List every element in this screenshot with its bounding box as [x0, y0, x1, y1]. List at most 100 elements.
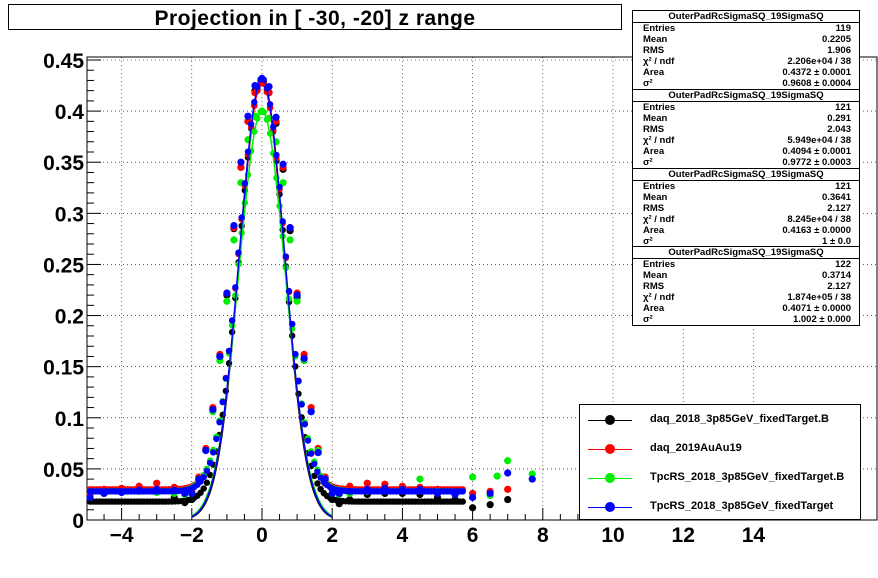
data-point	[202, 446, 210, 455]
chart-title: Projection in [ -30, -20] z range	[8, 4, 622, 30]
stats-row-sigma2: σ² 1 ± 0.0	[633, 236, 859, 247]
stats-value: 2.043	[827, 124, 851, 135]
stats-key: Mean	[643, 270, 668, 281]
stats-value: 0.4163 ± 0.0000	[782, 225, 851, 236]
stats-row-chi2: χ² / ndf 8.245e+04 / 38	[633, 214, 859, 225]
data-point	[285, 287, 293, 295]
stats-row-rms: RMS 2.127	[633, 203, 859, 214]
stats-value: 119	[835, 23, 851, 34]
legend-marker	[605, 444, 615, 454]
data-point	[213, 435, 220, 443]
stats-key: Area	[643, 67, 665, 78]
data-point	[216, 419, 223, 426]
y-tick-label: 0.3	[55, 203, 84, 226]
stats-value: 1.002 ± 0.000	[792, 314, 851, 325]
series-blue	[86, 74, 536, 518]
stats-row-mean: Mean 0.291	[633, 113, 859, 124]
data-point	[504, 495, 512, 504]
data-point	[286, 224, 294, 232]
data-point	[247, 120, 255, 128]
data-point	[200, 485, 207, 492]
legend-label: daq_2019AuAu19	[650, 442, 742, 454]
stats-key: Area	[643, 303, 665, 314]
stats-key: χ² / ndf	[643, 56, 675, 67]
stats-value: 1.874e+05 / 38	[787, 292, 851, 303]
data-point	[86, 493, 94, 502]
x-tick-label: 14	[742, 524, 766, 547]
stats-key: Mean	[643, 192, 668, 203]
data-point	[314, 448, 322, 457]
stats-key: χ² / ndf	[643, 135, 675, 146]
stats-value: 2.127	[827, 281, 851, 292]
stats-value: 0.3714	[821, 270, 851, 281]
stats-title: OuterPadRcSigmaSQ_19SigmaSQ	[633, 90, 859, 102]
data-point	[223, 289, 231, 297]
stats-value: 0.291	[827, 113, 851, 124]
stats-row-chi2: χ² / ndf 5.949e+04 / 38	[633, 135, 859, 146]
y-tick-label: 0.05	[43, 459, 84, 482]
stats-value: 0.3641	[821, 192, 851, 203]
data-point	[288, 320, 296, 328]
x-tick-label: 10	[601, 524, 624, 547]
stats-row-rms: RMS 2.127	[633, 281, 859, 292]
stats-value: 0.9608 ± 0.0004	[782, 78, 851, 89]
data-point	[363, 479, 371, 487]
data-point	[293, 291, 301, 299]
x-tick-label: −4	[110, 524, 134, 547]
data-point	[251, 128, 258, 135]
stats-key: Area	[643, 225, 665, 236]
data-point	[266, 130, 274, 137]
data-point	[486, 489, 494, 498]
stats-key: σ²	[643, 157, 653, 168]
stats-value: 0.9772 ± 0.0003	[782, 157, 851, 168]
stats-row-rms: RMS 1.906	[633, 45, 859, 56]
data-point	[416, 475, 424, 483]
data-point	[307, 450, 315, 457]
stats-key: σ²	[643, 236, 653, 247]
data-point	[272, 113, 280, 121]
data-point	[254, 83, 261, 91]
y-tick-label: 0.4	[55, 101, 85, 124]
legend-marker	[605, 473, 615, 483]
legend-marker	[605, 415, 615, 425]
stats-row-chi2: χ² / ndf 2.206e+04 / 38	[633, 56, 859, 67]
stats-key: RMS	[643, 203, 665, 214]
stats-value: 0.2205	[821, 34, 851, 45]
stats-row-sigma2: σ² 1.002 ± 0.000	[633, 314, 859, 325]
data-point	[504, 457, 512, 465]
x-tick-label: −2	[180, 524, 204, 547]
stats-box: OuterPadRcSigmaSQ_19SigmaSQ Entries 121 Mea…	[632, 168, 860, 248]
stats-row-area: Area 0.4094 ± 0.0001	[633, 146, 859, 157]
stats-title: OuterPadRcSigmaSQ_19SigmaSQ	[633, 247, 859, 259]
legend-entry: daq_2018_3p85GeV_fixedTarget.B	[580, 411, 860, 431]
data-point	[210, 449, 217, 456]
stats-key: χ² / ndf	[643, 292, 675, 303]
data-point	[279, 218, 286, 225]
data-point	[301, 421, 309, 428]
data-point	[209, 406, 217, 414]
stats-row-entries: Entries 119	[633, 23, 859, 34]
stats-value: 0.4094 ± 0.0001	[782, 146, 851, 157]
stats-value: 2.127	[827, 203, 851, 214]
data-point	[304, 437, 312, 444]
data-point	[225, 347, 233, 355]
data-point	[203, 467, 211, 475]
stats-key: Entries	[643, 23, 676, 34]
data-point	[228, 317, 236, 324]
y-tick-label: 0.35	[43, 152, 84, 175]
data-point	[266, 101, 274, 108]
data-point	[528, 475, 536, 483]
data-point	[222, 375, 230, 382]
data-point	[276, 183, 283, 191]
data-point	[260, 76, 267, 83]
stats-key: σ²	[643, 314, 653, 325]
data-point	[244, 112, 252, 120]
stats-row-mean: Mean 0.3641	[633, 192, 859, 203]
data-point	[241, 199, 249, 206]
stats-value: 8.245e+04 / 38	[787, 214, 851, 225]
data-point	[276, 202, 283, 210]
y-tick-label: 0	[72, 510, 84, 533]
data-point	[279, 160, 287, 168]
data-point	[300, 354, 308, 363]
legend: daq_2018_3p85GeV_fixedTarget.B daq_2019Au…	[579, 404, 861, 520]
